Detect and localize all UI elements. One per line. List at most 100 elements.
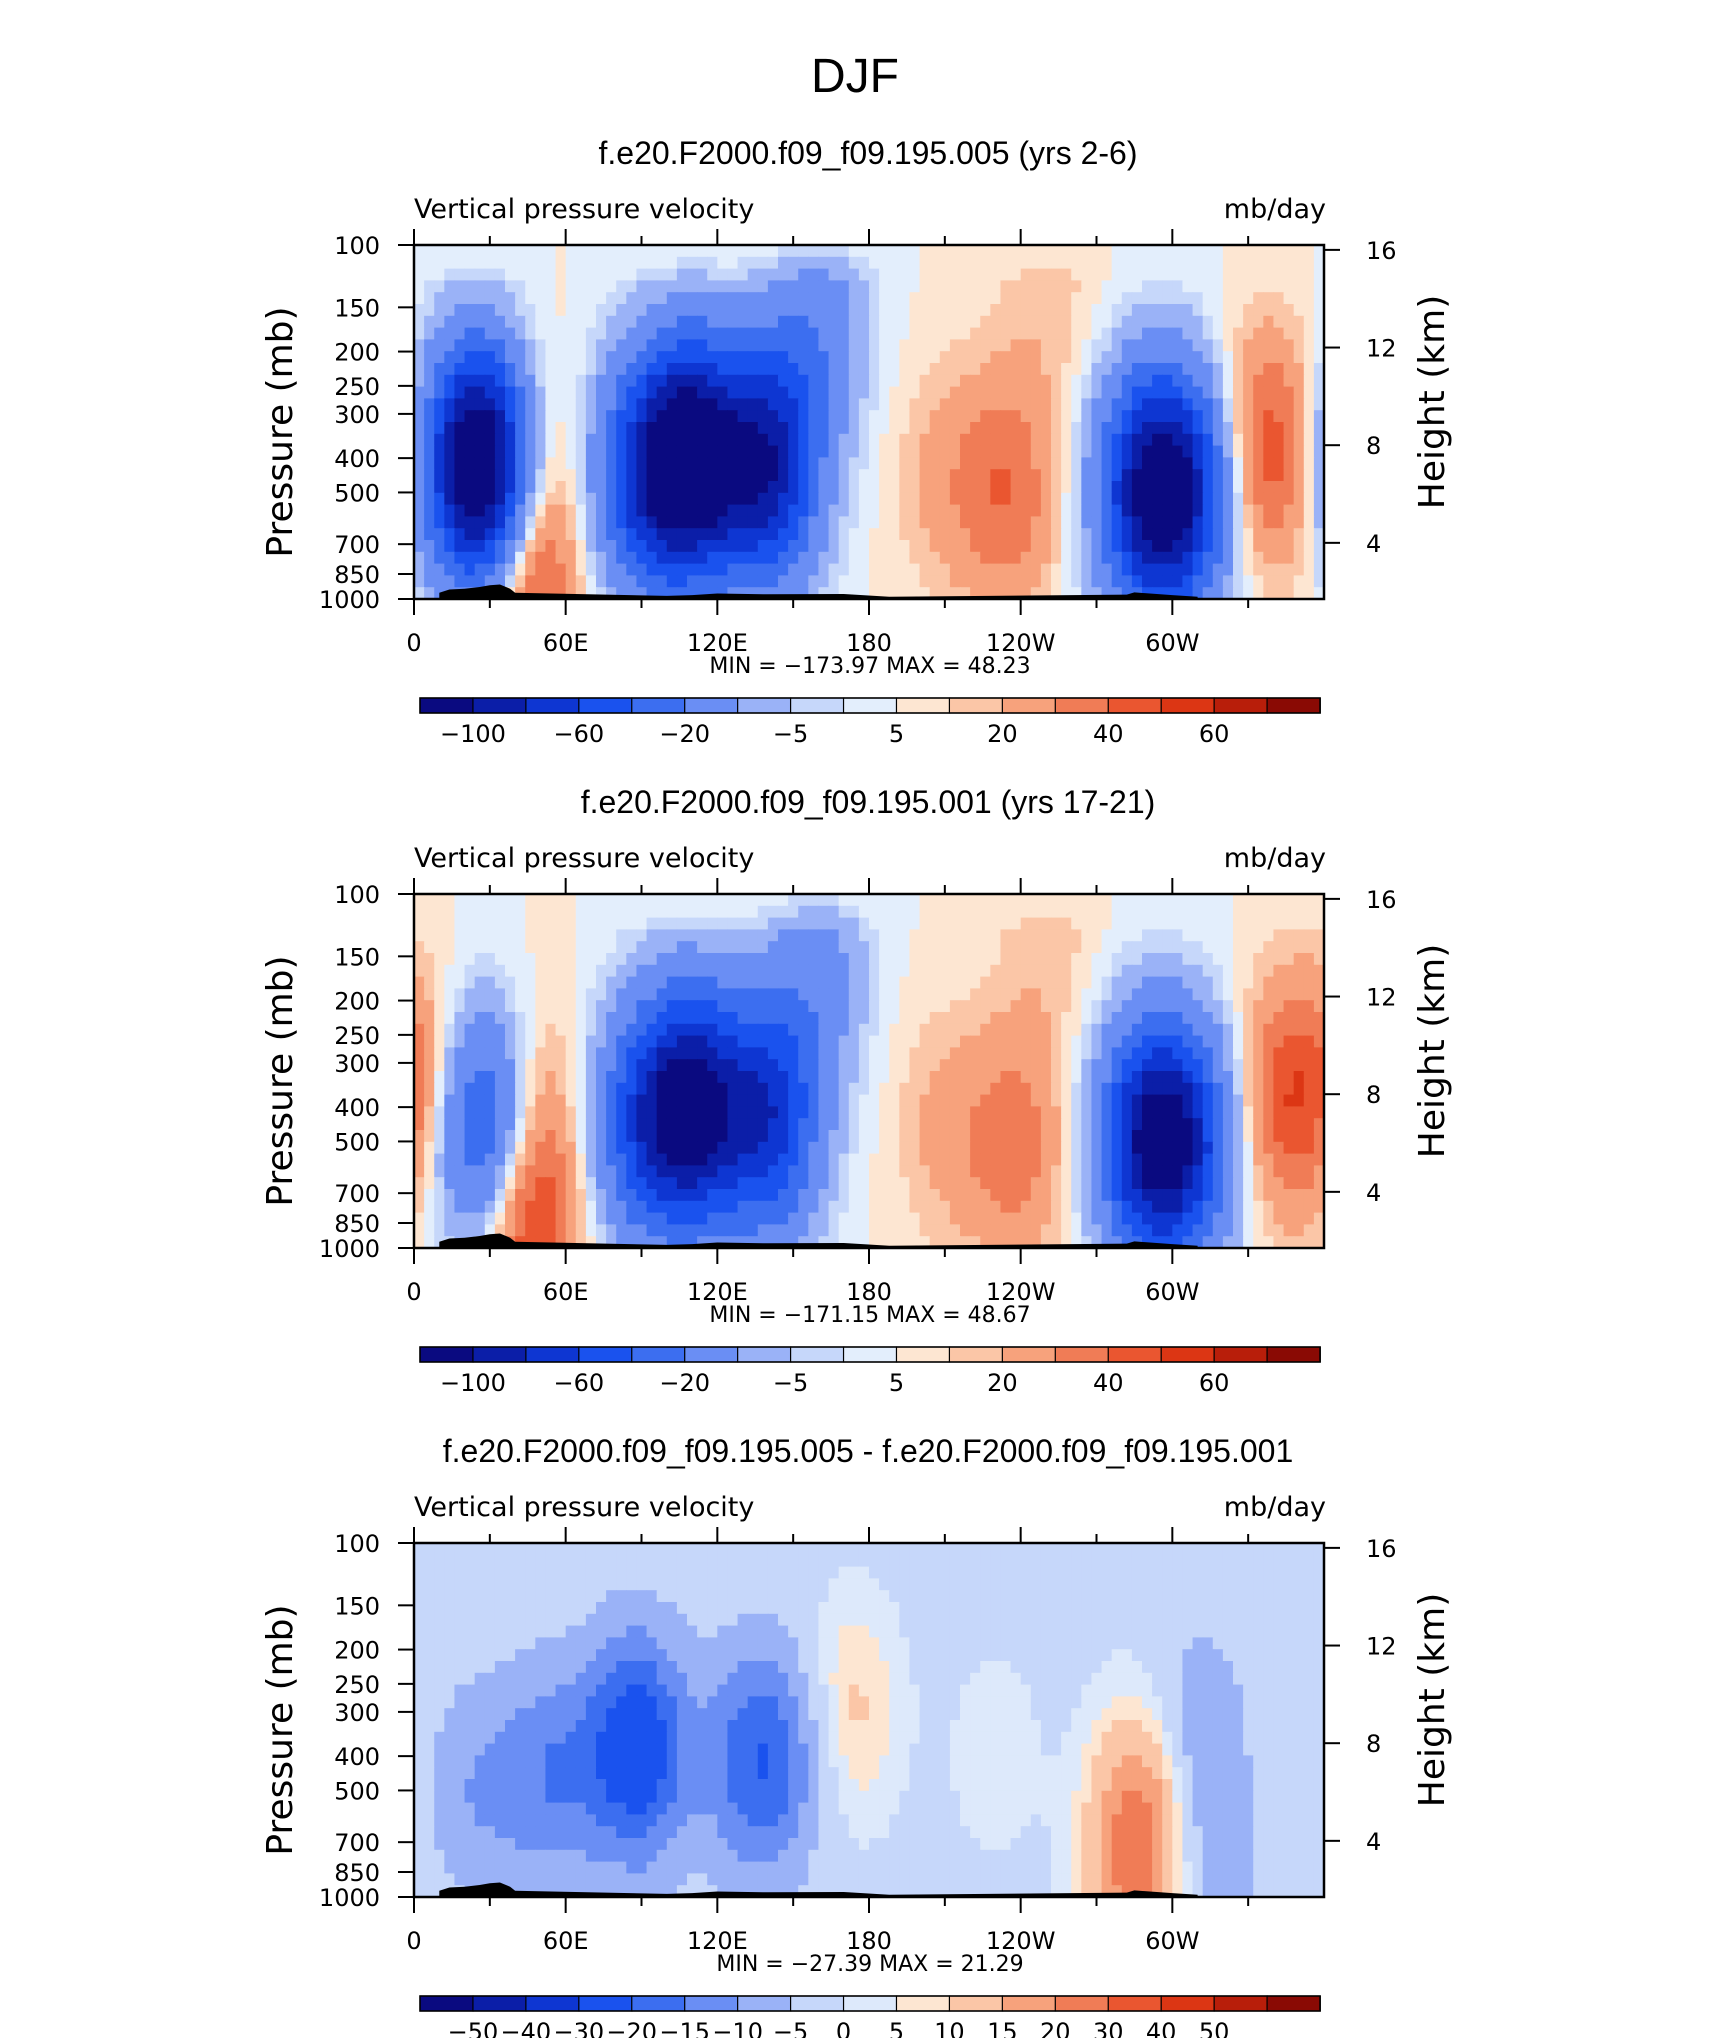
field-cell	[454, 1012, 465, 1024]
field-cell	[758, 1095, 769, 1107]
field-cell	[717, 1118, 728, 1130]
field-cell	[586, 1024, 597, 1036]
field-cell	[485, 245, 496, 257]
field-cell	[1223, 552, 1234, 564]
field-cell	[990, 387, 1001, 399]
field-cell	[566, 375, 577, 387]
field-cell	[545, 457, 556, 469]
field-cell	[636, 1177, 647, 1189]
field-cell	[1122, 575, 1133, 587]
field-cell	[1011, 316, 1022, 328]
field-cell	[576, 1083, 587, 1095]
field-cell	[1051, 540, 1062, 552]
field-cell	[616, 1154, 627, 1166]
field-cell	[1091, 457, 1102, 469]
field-cell	[818, 375, 829, 387]
field-cell	[1132, 410, 1143, 422]
field-cell	[829, 552, 840, 564]
field-cell	[940, 505, 951, 517]
field-cell	[990, 988, 1001, 1000]
field-cell	[434, 457, 445, 469]
field-cell	[849, 422, 860, 434]
field-cell	[1061, 918, 1072, 930]
field-cell	[1081, 269, 1092, 281]
field-cell	[1203, 929, 1214, 941]
field-cell	[1172, 575, 1183, 587]
field-cell	[1182, 410, 1193, 422]
field-cell	[940, 1024, 951, 1036]
field-cell	[1081, 1106, 1092, 1118]
field-cell	[818, 398, 829, 410]
field-cell	[636, 929, 647, 941]
field-cell	[778, 528, 789, 540]
field-cell	[1061, 245, 1072, 257]
field-cell	[1213, 375, 1224, 387]
field-cell	[576, 1165, 587, 1177]
field-cell	[596, 929, 607, 941]
field-cell	[818, 1106, 829, 1118]
field-cell	[980, 387, 991, 399]
field-cell	[970, 1059, 981, 1071]
field-cell	[960, 375, 971, 387]
field-cell	[444, 1012, 455, 1024]
field-cell	[1102, 1165, 1113, 1177]
field-cell	[1253, 564, 1264, 576]
field-cell	[525, 1036, 536, 1048]
field-cell	[1172, 906, 1183, 918]
field-cell	[1000, 434, 1011, 446]
field-cell	[485, 375, 496, 387]
field-cell	[657, 953, 668, 965]
field-cell	[909, 1083, 920, 1095]
field-cell	[879, 469, 890, 481]
field-cell	[980, 540, 991, 552]
field-cell	[859, 469, 870, 481]
field-cell	[1304, 1154, 1315, 1166]
field-cell	[424, 1083, 435, 1095]
field-cell	[1021, 505, 1032, 517]
field-cell	[768, 1118, 779, 1130]
field-cell	[808, 304, 819, 316]
field-cell	[586, 965, 597, 977]
field-cell	[616, 1000, 627, 1012]
field-cell	[606, 493, 617, 505]
field-cell	[424, 457, 435, 469]
field-cell	[869, 540, 880, 552]
field-cell	[525, 1165, 536, 1177]
field-cell	[596, 906, 607, 918]
field-cell	[778, 1154, 789, 1166]
field-cell	[576, 894, 587, 906]
field-cell	[525, 398, 536, 410]
field-cell	[899, 410, 910, 422]
field-cell	[545, 552, 556, 564]
field-cell	[1031, 1118, 1042, 1130]
field-cell	[839, 1106, 850, 1118]
field-cell	[758, 575, 769, 587]
field-cell	[950, 906, 961, 918]
field-cell	[849, 410, 860, 422]
field-cell	[748, 339, 759, 351]
field-cell	[1304, 316, 1315, 328]
field-cell	[940, 469, 951, 481]
field-cell	[1132, 965, 1143, 977]
field-cell	[1021, 906, 1032, 918]
field-cell	[1102, 953, 1113, 965]
field-cell	[1243, 929, 1254, 941]
field-cell	[1263, 469, 1274, 481]
field-cell	[1142, 481, 1153, 493]
field-cell	[1021, 457, 1032, 469]
field-cell	[909, 339, 920, 351]
field-cell	[576, 446, 587, 458]
field-cell	[515, 469, 526, 481]
field-cell	[1021, 1154, 1032, 1166]
field-cell	[1193, 351, 1204, 363]
field-cell	[920, 316, 931, 328]
field-cell	[596, 1012, 607, 1024]
field-cell	[475, 1047, 486, 1059]
field-cell	[1263, 1036, 1274, 1048]
field-cell	[1223, 1024, 1234, 1036]
field-cell	[1041, 505, 1052, 517]
field-cell	[1193, 410, 1204, 422]
field-cell	[1294, 1130, 1305, 1142]
field-cell	[424, 953, 435, 965]
field-cell	[525, 918, 536, 930]
